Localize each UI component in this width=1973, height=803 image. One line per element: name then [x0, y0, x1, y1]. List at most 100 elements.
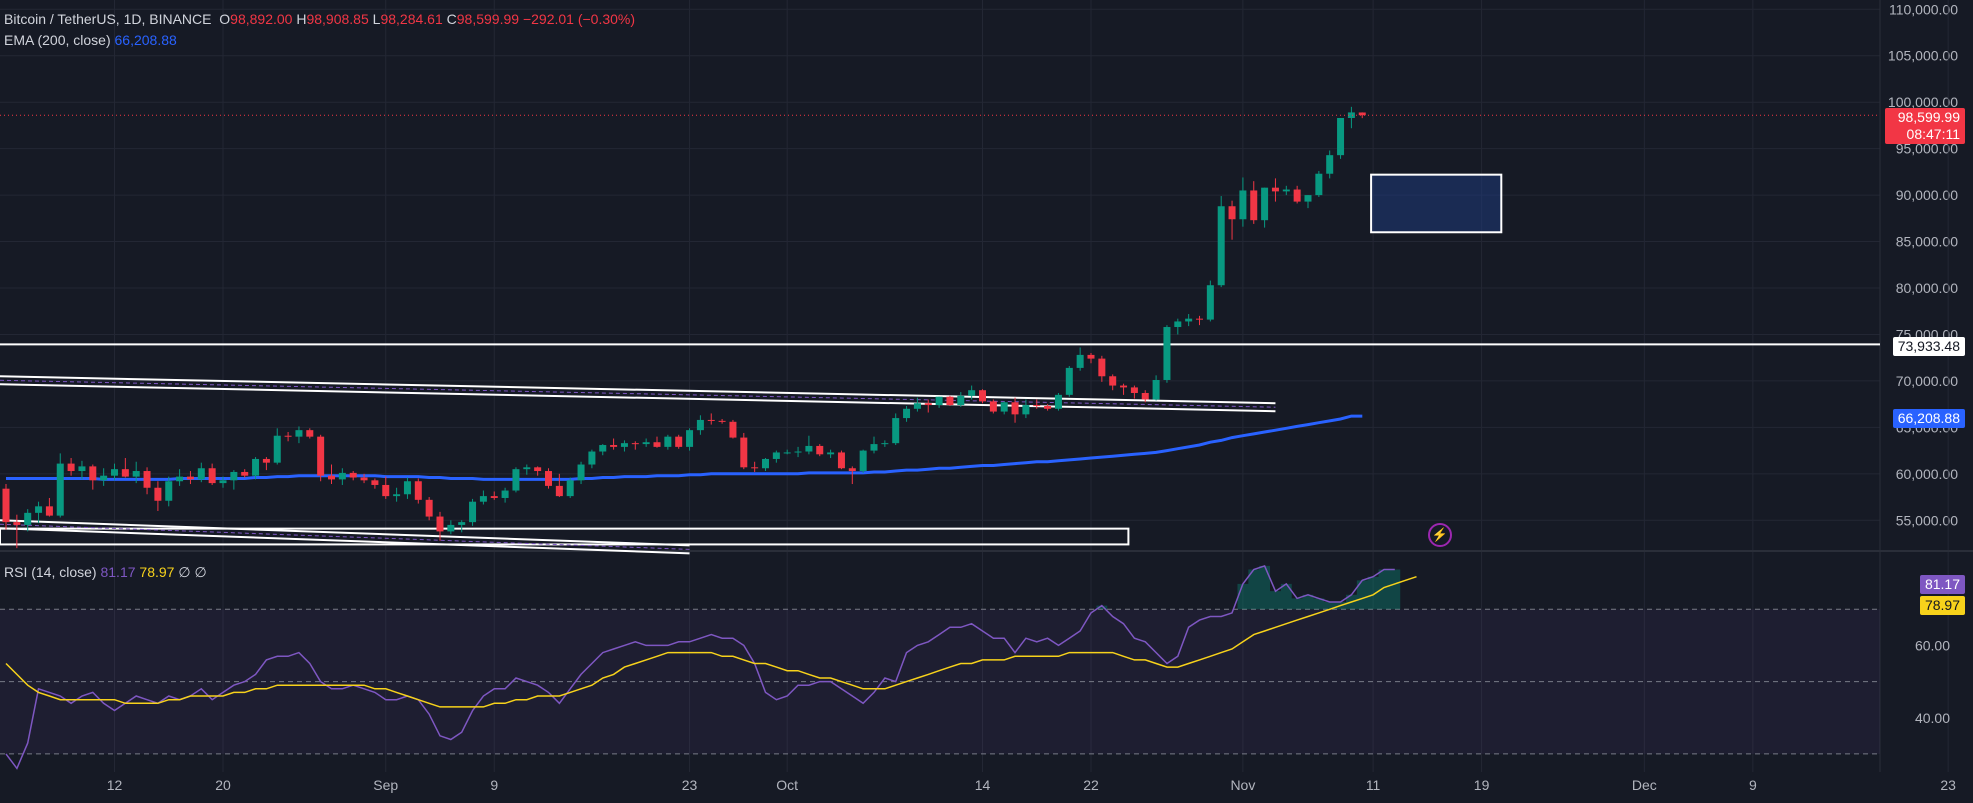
low-label: L	[372, 11, 381, 27]
lightning-icon[interactable]: ⚡	[1428, 523, 1452, 547]
candle-body	[501, 490, 509, 498]
candle-body	[111, 469, 118, 476]
candle-body	[371, 480, 379, 485]
candle-body	[1120, 385, 1128, 388]
candle-body	[230, 471, 238, 481]
candle-body	[35, 506, 43, 513]
candle-body	[805, 445, 813, 452]
price-axis-tick: 70,000.00	[1896, 373, 1958, 389]
candle-body	[121, 469, 129, 477]
high-value: 98,908.85	[306, 11, 369, 27]
ema-price-tag: 66,208.88	[1892, 409, 1965, 428]
time-axis-tick: Nov	[1230, 777, 1255, 793]
time-axis-tick: Dec	[1632, 777, 1657, 793]
candle-body	[816, 445, 824, 455]
candle-body	[154, 487, 162, 501]
candle-body	[403, 481, 411, 495]
channel-line[interactable]	[0, 383, 1276, 413]
candle-body	[837, 452, 845, 469]
candle-body	[393, 494, 401, 497]
time-axis-tick: 22	[1083, 777, 1099, 793]
candle-body	[1358, 112, 1366, 116]
candle-body	[1347, 112, 1355, 118]
open-value: 98,892.00	[230, 11, 293, 27]
candle-body	[881, 443, 889, 445]
rsi-extra-1: ∅	[178, 564, 191, 580]
rsi-axis-tick: 40.00	[1915, 710, 1950, 726]
candle-body	[1239, 190, 1247, 220]
rsi-ma-value-tag: 78.97	[1919, 596, 1965, 615]
time-axis-tick: 19	[1474, 777, 1490, 793]
candle-body	[252, 458, 260, 476]
candle-body	[349, 472, 357, 478]
candle-body	[1174, 321, 1182, 328]
change-value: −292.01 (−0.30%)	[522, 11, 636, 27]
price-axis-tick: 90,000.00	[1896, 187, 1958, 203]
candle-body	[1271, 187, 1279, 192]
candle-body	[610, 445, 618, 447]
candle-body	[620, 443, 628, 447]
channel-line[interactable]	[0, 519, 690, 547]
time-axis-tick: 9	[490, 777, 498, 793]
candle-body	[186, 476, 194, 480]
candle-body	[197, 468, 205, 480]
time-axis-tick: Sep	[373, 777, 398, 793]
symbol-title[interactable]: Bitcoin / TetherUS, 1D, BINANCE	[4, 11, 212, 27]
candle-body	[968, 390, 976, 396]
candle-body	[566, 480, 574, 497]
candle-body	[707, 419, 715, 421]
candle-body	[56, 463, 64, 516]
candle-body	[1011, 402, 1019, 415]
candle-body	[1228, 206, 1236, 220]
candle-body	[414, 481, 422, 500]
candle-body	[903, 408, 911, 419]
candle-body	[165, 481, 173, 501]
candle-body	[772, 452, 780, 459]
time-axis-tick: 23	[682, 777, 698, 793]
candle-body	[1206, 285, 1214, 320]
candle-body	[729, 421, 737, 438]
channel-line[interactable]	[0, 527, 690, 555]
channel-midline	[0, 523, 690, 550]
time-axis-tick: 12	[107, 777, 123, 793]
candle-body	[696, 419, 704, 431]
candle-body	[219, 480, 227, 484]
candle-body	[1065, 367, 1073, 395]
consolidation-box[interactable]	[1370, 173, 1503, 234]
candle-body	[1196, 318, 1203, 320]
rsi-ma-line	[5, 575, 1417, 708]
candle-body	[664, 436, 672, 447]
candle-body	[534, 467, 542, 472]
rsi-label[interactable]: RSI (14, close)	[4, 564, 97, 580]
close-value: 98,599.99	[456, 11, 520, 27]
candle-body	[1098, 358, 1106, 377]
channel-line[interactable]	[0, 375, 1276, 405]
last-price-tag: 98,599.99 08:47:11	[1885, 108, 1965, 144]
candle-body	[1217, 206, 1225, 286]
candle-body	[892, 418, 900, 444]
low-value: 98,284.61	[380, 11, 443, 27]
candle-body	[360, 477, 368, 481]
candle-body	[436, 516, 444, 532]
candle-body	[989, 401, 997, 412]
candle-body	[284, 435, 292, 437]
ema-value: 66,208.88	[114, 32, 177, 48]
candle-body	[1087, 354, 1095, 359]
candle-body	[718, 420, 726, 422]
candle-body	[545, 471, 552, 486]
candle-body	[1076, 354, 1084, 368]
candle-body	[447, 524, 455, 532]
price-axis-tick: 95,000.00	[1896, 141, 1958, 157]
close-label: C	[446, 11, 457, 27]
candle-body	[100, 475, 108, 481]
candle-body	[241, 471, 249, 476]
candle-body	[913, 403, 921, 409]
ema-label[interactable]: EMA (200, close)	[4, 32, 111, 48]
candle-body	[176, 476, 184, 482]
candle-body	[870, 444, 878, 451]
support-zone-rectangle[interactable]	[0, 527, 1130, 546]
price-axis-tick: 100,000.00	[1888, 94, 1958, 110]
candle-body	[1293, 189, 1301, 202]
candle-body	[1250, 190, 1258, 221]
